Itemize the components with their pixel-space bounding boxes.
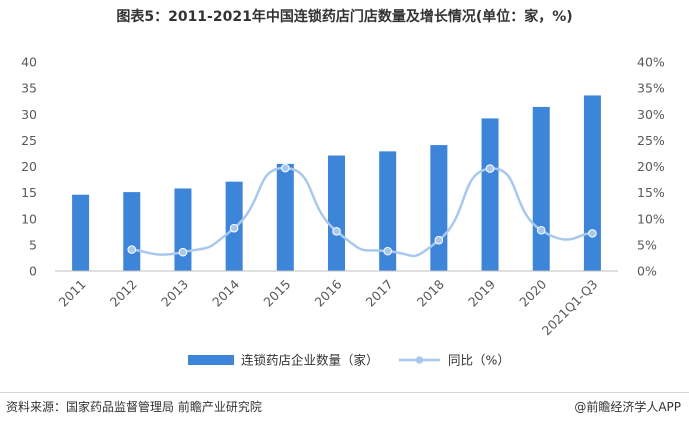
growth-point-2017: [383, 246, 392, 256]
growth-point-2016: [332, 226, 341, 236]
bar-2021Q1-Q3: [583, 95, 601, 271]
right-tick-label: 40%: [637, 55, 665, 70]
left-axis-ticks: 0 5 10 15 20 25 30 35 40: [21, 55, 37, 279]
x-tick-label: 2011: [56, 277, 89, 310]
left-tick-label: 20: [21, 159, 37, 174]
x-tick-label: 2020: [516, 276, 549, 309]
left-tick-label: 40: [21, 55, 37, 70]
line-series: [127, 163, 597, 258]
bar-2013: [174, 188, 192, 271]
bar-2011: [72, 194, 90, 271]
growth-point-2019: [485, 164, 495, 173]
left-tick-label: 5: [29, 237, 37, 252]
x-tick-label: 2013: [158, 277, 191, 310]
x-tick-label: 2019: [465, 276, 498, 309]
growth-line: [131, 166, 593, 258]
x-tick-label: 2017: [363, 277, 396, 310]
growth-point-2021Q1-Q3: [588, 229, 597, 238]
right-tick-label: 35%: [637, 81, 665, 96]
legend: 连锁药店企业数量（家） 同比（%）: [188, 353, 510, 368]
legend-bar-label: 连锁药店企业数量（家）: [241, 353, 379, 368]
right-tick-label: 0%: [637, 264, 657, 279]
left-tick-label: 30: [21, 107, 37, 122]
bar-2020: [532, 106, 550, 271]
bar-2015: [276, 163, 294, 271]
footer-divider: [0, 392, 689, 393]
bar-2017: [379, 151, 397, 271]
right-tick-label: 20%: [637, 159, 665, 174]
right-tick-label: 25%: [637, 133, 665, 148]
left-tick-label: 15: [21, 185, 37, 200]
chart: 0 5 10 15 20 25 30 35 40 0% 5% 10% 15% 20% 25% 30% 35% 4…: [21, 55, 665, 368]
right-tick-label: 5%: [637, 237, 657, 252]
bar-2018: [430, 145, 448, 271]
legend-line-marker: [415, 356, 424, 364]
x-tick-label: 2016: [312, 276, 345, 309]
source-note: 资料来源：国家药品监督管理局 前瞻产业研究院: [6, 400, 262, 414]
x-tick-label: 2014: [209, 276, 242, 309]
growth-point-2014: [229, 223, 239, 233]
bar-2019: [481, 118, 499, 272]
left-tick-label: 35: [21, 81, 37, 96]
right-tick-label: 30%: [637, 107, 665, 122]
right-tick-label: 10%: [637, 211, 665, 226]
left-tick-label: 0: [29, 264, 37, 279]
x-tick-label: 2012: [107, 277, 140, 310]
x-axis-labels: 2011 2012 2013 2014 2015 2016 2017 2018 2019 2020…: [56, 276, 601, 338]
bar-2012: [123, 192, 141, 271]
growth-point-2013: [178, 247, 188, 257]
legend-bar-swatch: [188, 355, 234, 365]
x-tick-label: 2015: [260, 277, 293, 310]
left-tick-label: 10: [21, 211, 37, 226]
growth-point-2018: [434, 235, 444, 245]
right-axis-ticks: 0% 5% 10% 15% 20% 25% 30% 35% 40%: [637, 55, 665, 279]
growth-point-2020: [536, 225, 546, 235]
growth-point-2015: [281, 163, 290, 173]
bar-series: [72, 95, 601, 272]
legend-line-label: 同比（%）: [448, 353, 510, 368]
right-tick-label: 15%: [637, 185, 665, 200]
app-credit: @前瞻经济学人APP: [574, 400, 681, 414]
x-tick-label: 2018: [414, 276, 447, 309]
chart-title: 图表5：2011-2021年中国连锁药店门店数量及增长情况(单位：家，%): [116, 9, 573, 25]
growth-point-2012: [127, 245, 137, 254]
bar-2016: [328, 155, 345, 271]
left-tick-label: 25: [21, 133, 37, 148]
